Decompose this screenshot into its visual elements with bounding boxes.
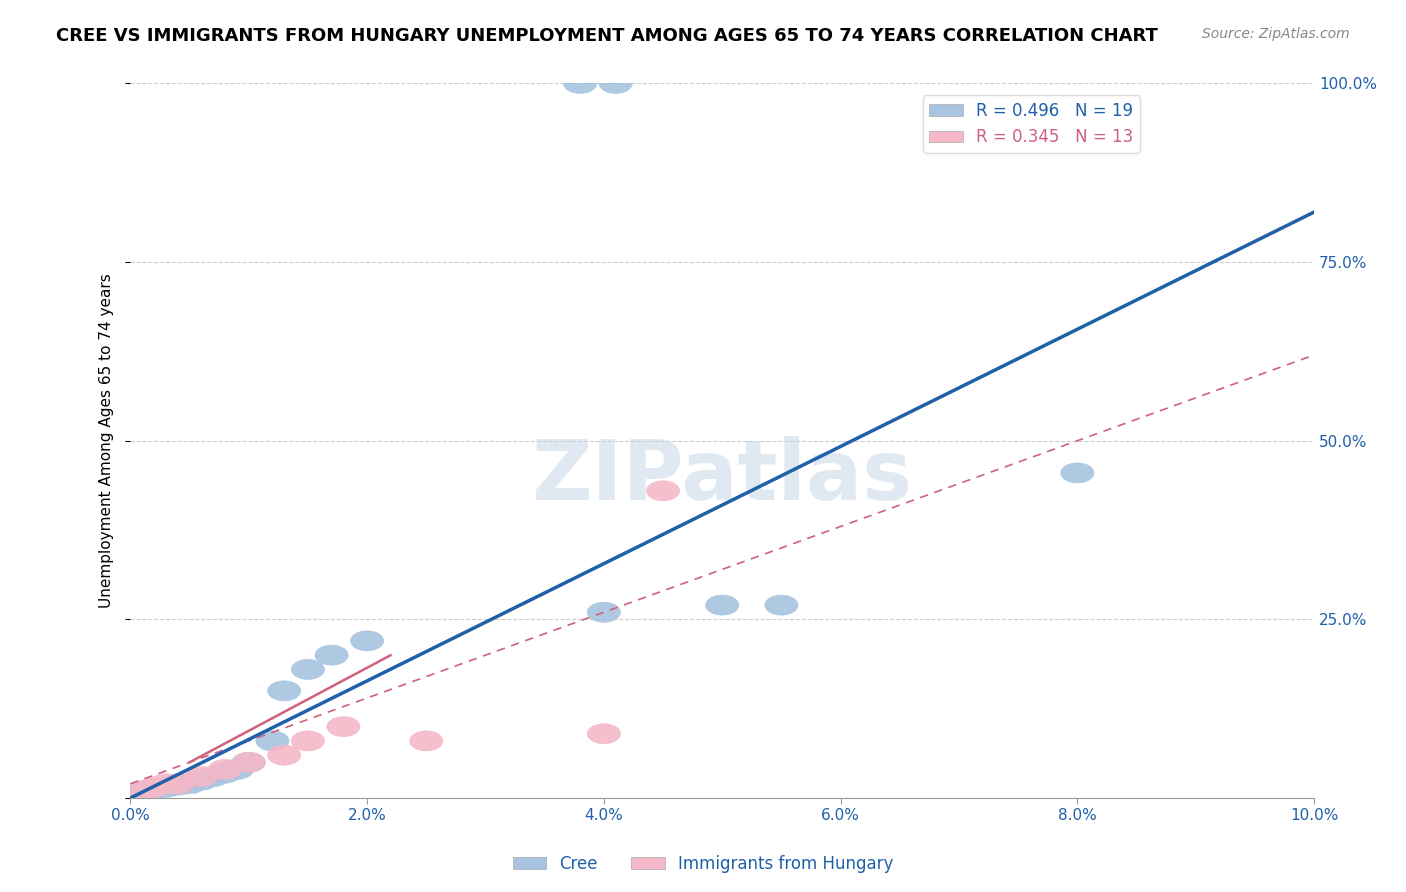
Ellipse shape [138,780,170,799]
Ellipse shape [197,766,229,787]
Y-axis label: Unemployment Among Ages 65 to 74 years: Unemployment Among Ages 65 to 74 years [100,273,114,608]
Ellipse shape [267,745,301,765]
Ellipse shape [162,773,194,794]
Ellipse shape [599,73,633,94]
Ellipse shape [409,731,443,751]
Ellipse shape [326,716,360,737]
Legend: Cree, Immigrants from Hungary: Cree, Immigrants from Hungary [506,848,900,880]
Legend: R = 0.496   N = 19, R = 0.345   N = 13: R = 0.496 N = 19, R = 0.345 N = 13 [922,95,1140,153]
Ellipse shape [162,775,194,795]
Ellipse shape [208,763,242,783]
Ellipse shape [1060,463,1094,483]
Ellipse shape [291,731,325,751]
Ellipse shape [125,780,159,801]
Ellipse shape [184,770,218,790]
Ellipse shape [256,731,290,751]
Ellipse shape [291,659,325,680]
Ellipse shape [765,595,799,615]
Ellipse shape [184,766,218,787]
Ellipse shape [221,759,253,780]
Ellipse shape [232,752,266,772]
Ellipse shape [149,777,183,797]
Ellipse shape [588,602,620,623]
Ellipse shape [267,681,301,701]
Text: ZIPatlas: ZIPatlas [531,436,912,517]
Ellipse shape [125,780,159,801]
Ellipse shape [138,777,170,797]
Ellipse shape [588,723,620,744]
Ellipse shape [706,595,738,615]
Ellipse shape [350,631,384,651]
Ellipse shape [208,759,242,780]
Ellipse shape [647,481,679,500]
Ellipse shape [315,645,349,665]
Ellipse shape [173,773,207,794]
Text: CREE VS IMMIGRANTS FROM HUNGARY UNEMPLOYMENT AMONG AGES 65 TO 74 YEARS CORRELATI: CREE VS IMMIGRANTS FROM HUNGARY UNEMPLOY… [56,27,1159,45]
Ellipse shape [232,752,266,772]
Ellipse shape [564,73,596,94]
Text: Source: ZipAtlas.com: Source: ZipAtlas.com [1202,27,1350,41]
Ellipse shape [149,773,183,794]
